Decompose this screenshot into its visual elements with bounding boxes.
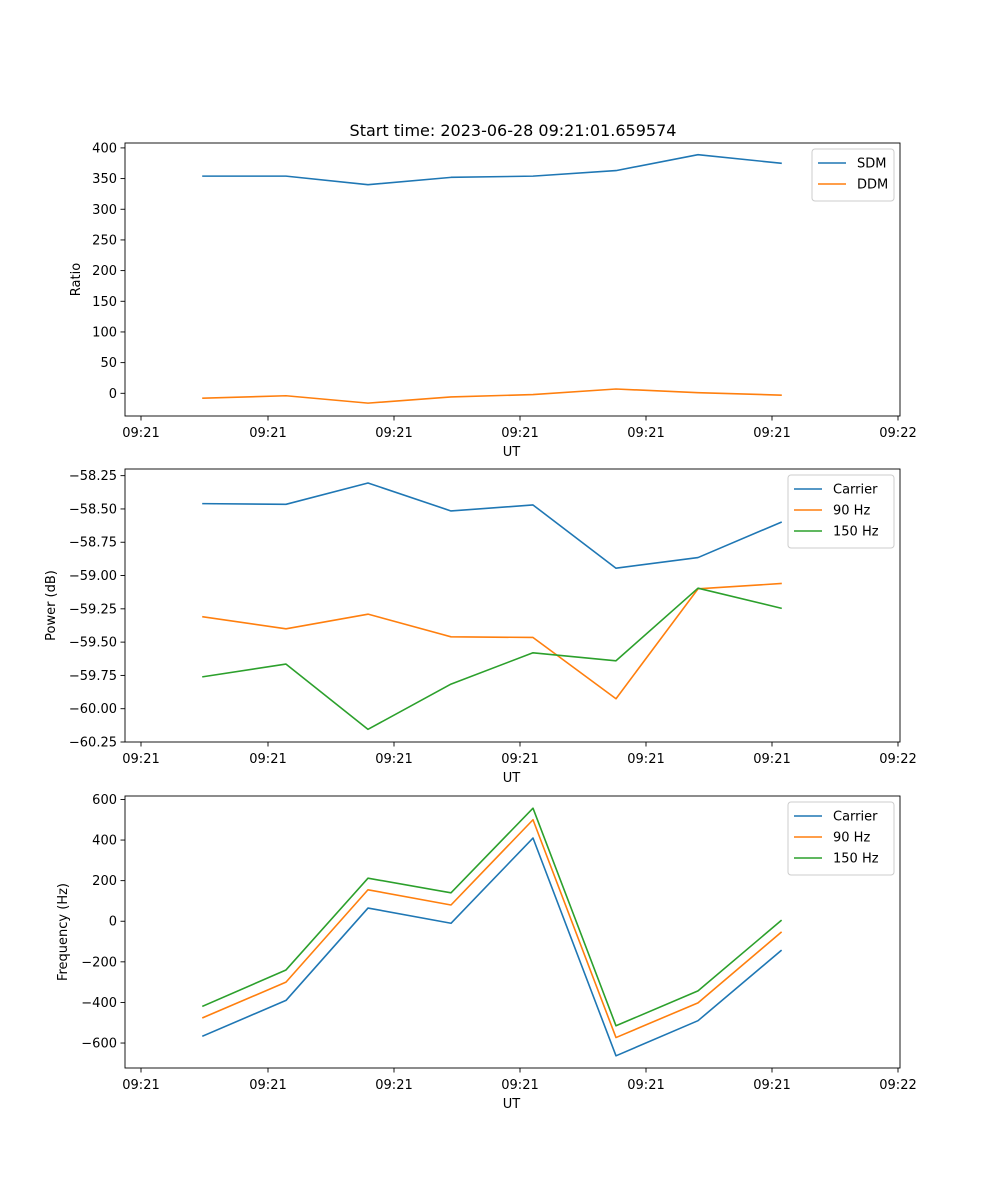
x-tick-label: 09:21: [753, 426, 790, 441]
x-tick-label: 09:21: [375, 752, 412, 767]
axes-frame: [124, 795, 901, 1069]
series-line: [201, 807, 783, 1027]
series-line: [202, 582, 782, 700]
y-tick-label: −60.00: [69, 702, 117, 717]
axes-frame: [124, 468, 901, 743]
x-tick-label: 09:22: [879, 752, 916, 767]
y-tick-label: 200: [92, 874, 117, 889]
legend-box: [787, 474, 895, 549]
y-tick-label: 350: [92, 172, 117, 187]
y-tick-label: 200: [92, 264, 117, 279]
y-tick-label: −58.25: [69, 469, 117, 484]
x-tick-label: 09:21: [249, 752, 286, 767]
x-tick-label: 09:21: [501, 752, 538, 767]
series-line: [202, 482, 783, 570]
x-tick-label: 09:21: [122, 426, 159, 441]
x-tick-label: 09:21: [501, 1078, 538, 1093]
x-tick-label: 09:21: [753, 752, 790, 767]
x-tick-label: 09:21: [122, 752, 159, 767]
chart-panel: 09:21 09:21 09:21 09:21 09:21 09:21 09:22 0 50 10…: [69, 141, 917, 460]
legend-label: Carrier: [833, 810, 878, 825]
x-tick-label: 09:21: [122, 1078, 159, 1093]
series-line: [201, 837, 783, 1057]
x-tick-label: 09:22: [879, 426, 916, 441]
y-tick-label: 100: [92, 325, 117, 340]
series-line: [202, 388, 782, 404]
x-axis-label: UT: [503, 1097, 521, 1112]
y-tick-label: −200: [81, 955, 117, 970]
x-tick-label: 09:21: [375, 426, 412, 441]
x-tick-label: 09:21: [501, 426, 538, 441]
axes-frame: [124, 142, 901, 417]
x-tick-label: 09:21: [375, 1078, 412, 1093]
y-tick-label: 300: [92, 203, 117, 218]
x-tick-label: 09:21: [249, 1078, 286, 1093]
x-tick-label: 09:21: [249, 426, 286, 441]
series-line: [201, 818, 783, 1039]
y-tick-label: 600: [92, 793, 117, 808]
y-axis-label: Ratio: [69, 263, 84, 296]
chart-panel: 09:21 09:21 09:21 09:21 09:21 09:21 09:22 −600 −…: [56, 793, 917, 1112]
y-tick-label: 250: [92, 233, 117, 248]
legend-label: 150 Hz: [833, 852, 879, 867]
y-tick-label: 0: [109, 915, 117, 930]
legend-label: Carrier: [833, 483, 878, 498]
y-tick-label: −59.00: [69, 569, 117, 584]
x-tick-label: 09:21: [753, 1078, 790, 1093]
figure-title: Start time: 2023-06-28 09:21:01.659574: [350, 121, 677, 140]
legend-box: [811, 148, 895, 202]
legend-label: SDM: [857, 157, 886, 172]
x-tick-label: 09:21: [627, 752, 664, 767]
y-tick-label: 0: [109, 387, 117, 402]
y-tick-label: −400: [81, 996, 117, 1011]
y-tick-label: −60.25: [69, 736, 117, 751]
y-tick-label: −58.75: [69, 536, 117, 551]
legend-label: 150 Hz: [833, 525, 879, 540]
panels: 09:21 09:21 09:21 09:21 09:21 09:21 09:22 0 50 10…: [44, 141, 917, 1112]
series-line: [202, 153, 782, 186]
y-tick-label: −600: [81, 1037, 117, 1052]
y-tick-label: 400: [92, 834, 117, 849]
x-axis-label: UT: [503, 445, 521, 460]
series-line: [202, 587, 782, 731]
y-tick-label: −59.25: [69, 602, 117, 617]
legend-box: [787, 801, 895, 876]
y-tick-label: −59.50: [69, 636, 117, 651]
x-axis-label: UT: [503, 771, 521, 786]
y-axis-label: Power (dB): [44, 570, 59, 641]
y-tick-label: −59.75: [69, 669, 117, 684]
chart-panel: 09:21 09:21 09:21 09:21 09:21 09:21 09:22 −60.2…: [44, 468, 917, 786]
y-tick-label: −58.50: [69, 502, 117, 517]
x-tick-label: 09:21: [627, 1078, 664, 1093]
legend-label: DDM: [857, 178, 888, 193]
y-tick-label: 50: [100, 356, 117, 371]
legend-label: 90 Hz: [833, 831, 870, 846]
x-tick-label: 09:22: [879, 1078, 916, 1093]
x-tick-label: 09:21: [627, 426, 664, 441]
y-tick-label: 400: [92, 141, 117, 156]
y-tick-label: 150: [92, 295, 117, 310]
y-axis-label: Frequency (Hz): [56, 883, 71, 981]
legend-label: 90 Hz: [833, 504, 870, 519]
